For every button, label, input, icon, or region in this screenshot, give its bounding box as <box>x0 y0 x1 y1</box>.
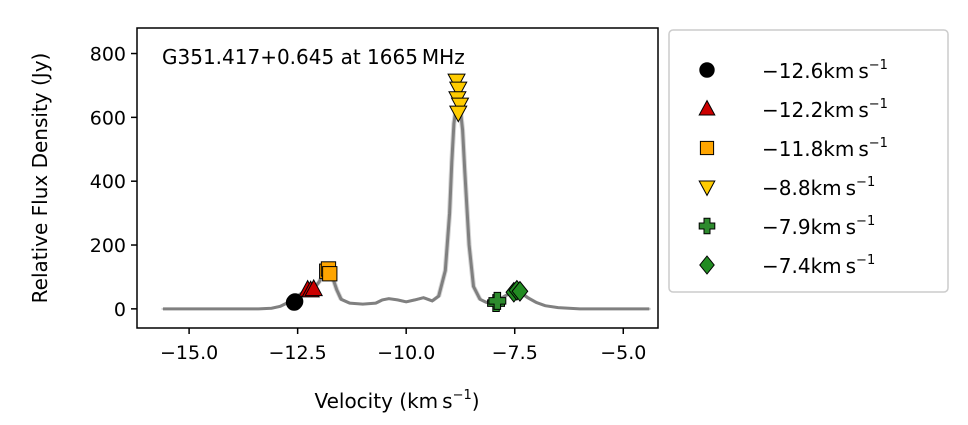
y-axis: 0 200 400 600 800 <box>90 44 137 321</box>
spectrum-trace <box>161 102 648 310</box>
legend-label: −12.2km s−1 <box>762 97 888 122</box>
data-point <box>511 280 529 302</box>
legend-label: −8.8km s−1 <box>762 175 875 200</box>
legend-label: −12.6km s−1 <box>762 58 888 83</box>
y-tick-label: 800 <box>90 44 126 66</box>
data-point <box>448 105 468 123</box>
spectrum-line <box>163 101 650 311</box>
y-tick-label: 0 <box>114 299 126 321</box>
y-tick-label: 200 <box>90 235 126 257</box>
plot-area <box>161 73 651 313</box>
x-axis: −15.0 −12.5 −10.0 −7.5 −5.0 <box>160 328 646 364</box>
legend-label: −7.9km s−1 <box>762 214 875 239</box>
legend-label: −7.4km s−1 <box>762 253 875 278</box>
y-tick-label: 600 <box>90 107 126 129</box>
legend-marker <box>699 62 715 78</box>
data-point <box>286 293 304 310</box>
x-tick-label: −7.5 <box>492 342 538 364</box>
legend-frame <box>668 29 949 293</box>
x-tick-label: −12.5 <box>269 342 327 364</box>
spectrum-trace <box>164 102 651 310</box>
legend-marker <box>699 140 715 156</box>
y-axis-label: Relative Flux Density (Jy) <box>28 53 52 304</box>
legend-marker <box>699 255 715 275</box>
chart-annotation: G351.417+0.645 at 1665 MHz <box>162 45 465 69</box>
data-point <box>488 291 507 310</box>
x-tick-label: −5.0 <box>600 342 646 364</box>
plot-frame <box>136 27 659 329</box>
legend-marker <box>698 99 716 116</box>
x-tick-label: −15.0 <box>160 342 218 364</box>
legend: −12.6km s−1 −12.2km s−1 −11.8km s−1 −8.8km … <box>668 29 949 293</box>
data-point <box>448 81 468 99</box>
y-tick-label: 400 <box>90 171 126 193</box>
x-tick-label: −10.0 <box>377 342 435 364</box>
legend-marker <box>698 180 716 197</box>
legend-marker <box>698 217 716 235</box>
data-point <box>304 278 323 297</box>
x-axis-label: Velocity (km s−1) <box>314 388 479 413</box>
data-point <box>322 266 338 282</box>
legend-label: −11.8km s−1 <box>762 136 888 161</box>
